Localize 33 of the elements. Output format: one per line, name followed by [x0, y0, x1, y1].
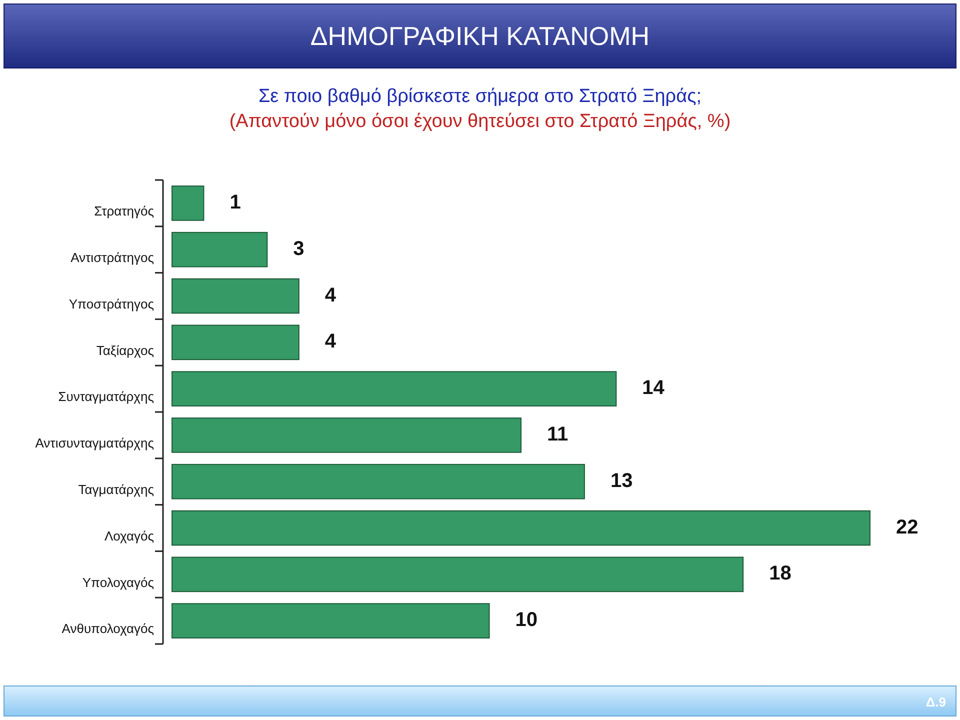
bar	[172, 464, 585, 500]
data-label: 22	[896, 516, 918, 538]
data-label: 13	[610, 470, 633, 492]
y-tick-label: Υποστράτηγος	[68, 296, 154, 312]
data-label: 3	[293, 238, 304, 260]
chart-subtitle: Σε ποιο βαθμό βρίσκεστε σήμερα στο Στρατό Ξηράς; (Απαντούν μόνο όσοι έχουν θητεύσει στο Στρατό Ξηράς, %)	[229, 86, 731, 132]
y-tick-label: Υπολοχαγός	[82, 574, 154, 590]
data-label: 1	[230, 191, 241, 214]
bar	[172, 603, 490, 638]
y-tick-label: Ταγματάρχης	[78, 482, 154, 498]
data-label: 11	[547, 423, 568, 446]
y-tick-label: Ανθυπολοχαγός	[62, 621, 154, 636]
chart-title: ΔΗΜΟΓΡΑΦΙΚΗ ΚΑΤΑΝΟΜΗ	[310, 20, 650, 51]
bar	[172, 324, 300, 360]
bar	[172, 556, 744, 592]
y-tick-label: Στρατηγός	[94, 204, 154, 219]
data-label: 10	[515, 609, 538, 632]
y-tick-label: Ταξίαρχος	[96, 342, 154, 358]
bar	[172, 418, 522, 453]
data-label: 18	[769, 562, 792, 585]
y-tick-label: Αντισυνταγματάρχης	[35, 436, 154, 451]
bar	[172, 278, 300, 314]
y-tick-label: Λοχαγός	[104, 528, 154, 544]
data-label: 14	[642, 377, 666, 400]
bar	[172, 371, 617, 406]
bar	[172, 510, 870, 546]
text: Δ.9	[926, 694, 946, 710]
data-label: 4	[324, 284, 337, 306]
data-label: 4	[324, 330, 337, 353]
bar	[172, 186, 204, 221]
y-tick-label: Συνταγματάρχης	[58, 389, 154, 404]
bar	[172, 232, 268, 268]
y-tick-label: Αντιστράτηγος	[70, 250, 154, 266]
